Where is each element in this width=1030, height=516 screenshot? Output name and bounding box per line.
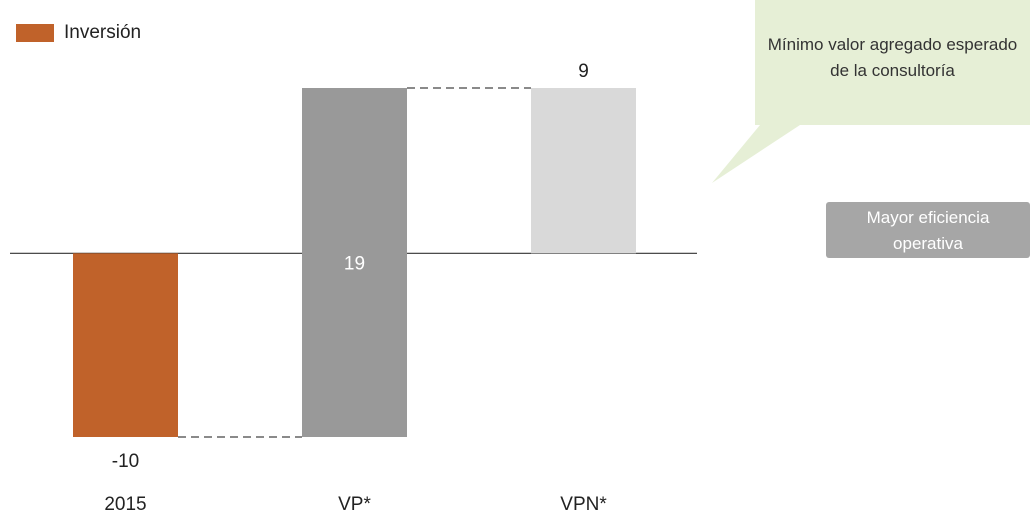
note-box: [826, 202, 1030, 258]
bar: [531, 88, 636, 254]
bar: [73, 253, 178, 437]
callout-shape: [712, 0, 1030, 183]
callout-text: Mínimo valor agregado esperado de la con…: [767, 35, 1018, 80]
bar: [302, 88, 407, 437]
legend-label: Inversión: [64, 22, 141, 43]
value-label: -10: [112, 451, 139, 472]
x-tick-label: VP*: [338, 494, 371, 515]
note-text: Mayor eficiencia operativa: [866, 208, 990, 253]
value-label: 9: [578, 61, 589, 82]
x-tick-label: VPN*: [560, 494, 607, 515]
value-label: 19: [344, 253, 365, 274]
legend-swatch: [16, 24, 54, 42]
x-tick-label: 2015: [104, 494, 146, 515]
